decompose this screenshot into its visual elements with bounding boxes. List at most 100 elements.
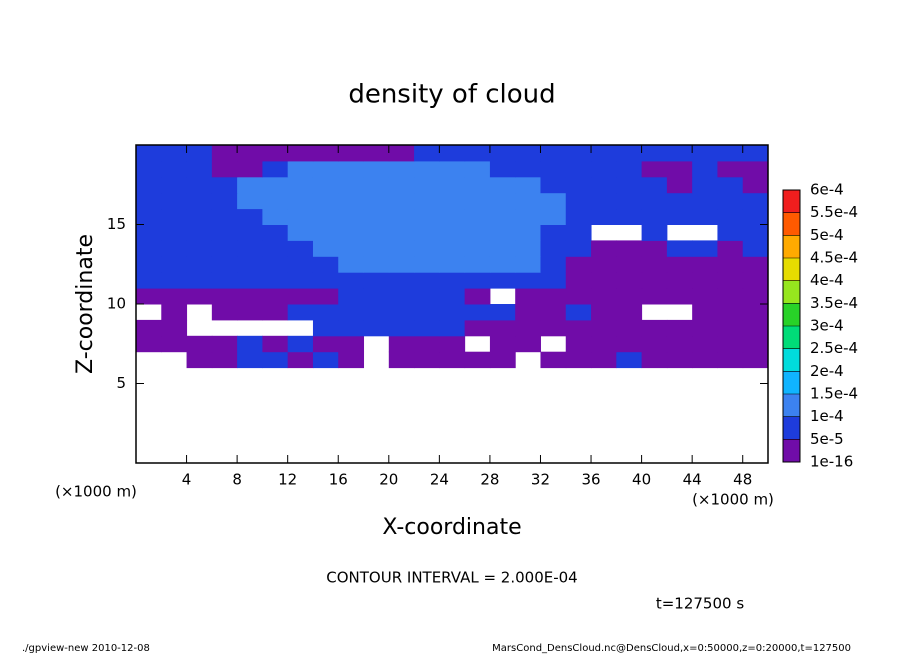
contour-cell: [666, 145, 693, 162]
chart-title: density of cloud: [348, 80, 555, 110]
contour-cell: [262, 304, 289, 321]
contour-cell: [414, 272, 440, 289]
contour-cell: [742, 176, 768, 194]
contour-cell: [287, 192, 314, 210]
contour-cell: [388, 240, 415, 257]
contour-cell: [717, 224, 744, 241]
contour-cell: [136, 319, 162, 337]
contour-cell: [666, 288, 693, 305]
contour-cell: [161, 145, 188, 162]
contour-cell: [136, 335, 162, 353]
contour-cell: [414, 304, 440, 321]
contour-cell: [666, 208, 693, 225]
contour-cell: [540, 304, 567, 321]
contour-cell: [312, 288, 339, 305]
contour-cell: [692, 176, 718, 194]
contour-cell: [692, 319, 718, 337]
colorbar-segment: [783, 371, 800, 394]
contour-cell: [540, 288, 567, 305]
contour-cell: [439, 176, 466, 194]
contour-cell: [211, 160, 238, 178]
contour-cell: [161, 335, 188, 353]
contour-cell: [211, 224, 238, 241]
contour-cell: [540, 176, 567, 194]
contour-cell: [439, 224, 466, 241]
contour-cell: [237, 176, 263, 194]
contour-cell: [363, 160, 390, 178]
contour-cell: [388, 319, 415, 337]
contour-cell: [641, 240, 668, 257]
contour-cell: [591, 160, 617, 178]
contour-cell: [136, 224, 162, 241]
contour-cell: [489, 351, 516, 369]
contour-cell: [287, 272, 314, 289]
contour-cell: [565, 192, 592, 210]
contour-cell: [439, 335, 466, 353]
time-label: t=127500 s: [656, 595, 744, 613]
contour-cell: [515, 288, 541, 305]
contour-cell: [136, 176, 162, 194]
x-tick-label: 36: [581, 471, 600, 489]
contour-cell: [161, 304, 188, 321]
contour-cell: [161, 176, 188, 194]
contour-cell: [540, 319, 567, 337]
contour-cell: [591, 192, 617, 210]
contour-cell: [338, 176, 365, 194]
contour-cell: [464, 224, 491, 241]
contour-cell: [136, 240, 162, 257]
colorbar-label: 2.5e-4: [810, 339, 858, 357]
contour-cell: [616, 256, 643, 273]
colorbar-segment: [783, 394, 800, 417]
contour-cell: [692, 192, 718, 210]
contour-cell: [616, 145, 643, 162]
contour-cell: [186, 160, 213, 178]
contour-cell: [515, 176, 541, 194]
contour-cell: [186, 208, 213, 225]
contour-cell: [439, 351, 466, 369]
y-tick-label: 10: [107, 295, 126, 313]
contour-cell: [338, 335, 365, 353]
contour-cell: [666, 176, 693, 194]
contour-cell: [287, 335, 314, 353]
contour-cell: [489, 224, 516, 241]
contour-cell: [161, 288, 188, 305]
contour-cell: [439, 272, 466, 289]
contour-cell: [464, 304, 491, 321]
contour-cell: [312, 304, 339, 321]
contour-cell: [565, 288, 592, 305]
contour-cell: [742, 160, 768, 178]
colorbar-segment: [783, 190, 800, 213]
contour-cell: [616, 319, 643, 337]
contour-cell: [591, 288, 617, 305]
contour-cell: [414, 335, 440, 353]
contour-cell: [161, 272, 188, 289]
x-tick-label: 28: [480, 471, 499, 489]
contour-cell: [363, 208, 390, 225]
contour-cell: [262, 224, 289, 241]
contour-cell: [489, 240, 516, 257]
contour-cell: [262, 335, 289, 353]
contour-cell: [186, 351, 213, 369]
contour-cell: [388, 272, 415, 289]
colorbar-label: 6e-4: [810, 181, 844, 199]
contour-cell: [312, 272, 339, 289]
contour-cell: [565, 176, 592, 194]
contour-cell: [287, 256, 314, 273]
contour-cell: [717, 272, 744, 289]
contour-cell: [186, 240, 213, 257]
contour-field: [136, 145, 768, 369]
contour-cell: [591, 304, 617, 321]
contour-cell: [464, 145, 491, 162]
contour-cell: [515, 304, 541, 321]
x-tick-label: 48: [733, 471, 752, 489]
contour-cell: [414, 256, 440, 273]
contour-cell: [464, 160, 491, 178]
contour-cell: [136, 160, 162, 178]
contour-cell: [540, 160, 567, 178]
contour-cell: [211, 240, 238, 257]
contour-cell: [161, 224, 188, 241]
contour-cell: [186, 224, 213, 241]
contour-cell: [641, 319, 668, 337]
contour-cell: [591, 208, 617, 225]
colorbar-label: 2e-4: [810, 362, 844, 380]
